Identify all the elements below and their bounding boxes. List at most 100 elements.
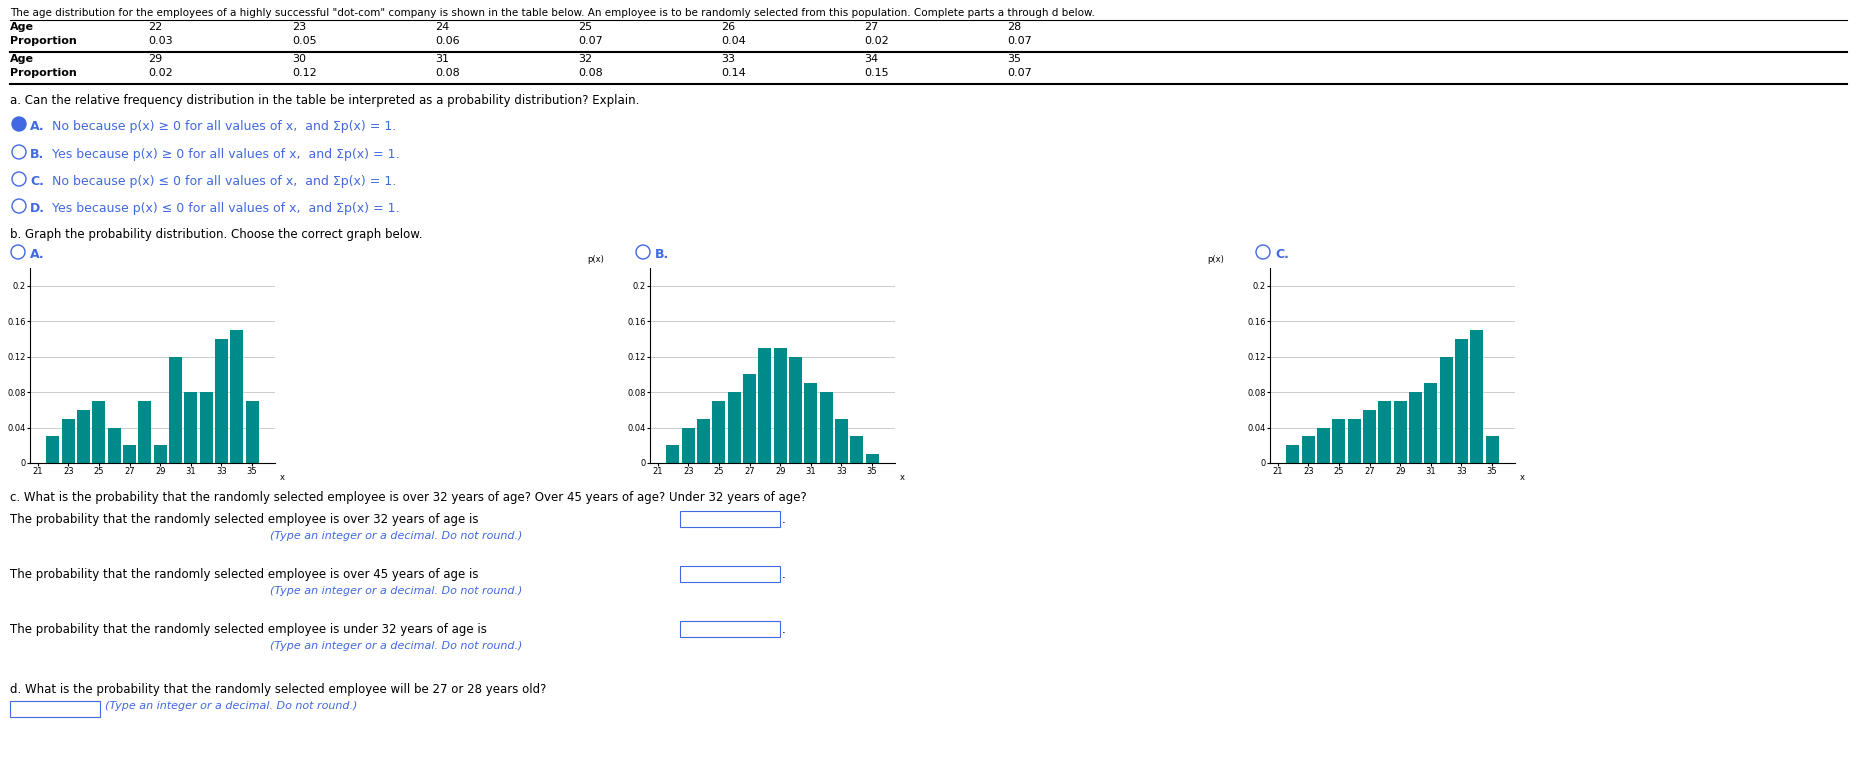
Text: 0.07: 0.07 — [1006, 36, 1032, 46]
Text: c. What is the probability that the randomly selected employee is over 32 years : c. What is the probability that the rand… — [9, 491, 806, 504]
Text: 0.07: 0.07 — [578, 36, 604, 46]
Text: .: . — [782, 513, 786, 526]
Text: The probability that the randomly selected employee is over 45 years of age is: The probability that the randomly select… — [9, 568, 479, 581]
Text: 35: 35 — [1006, 54, 1021, 64]
Text: A.: A. — [30, 248, 45, 261]
Bar — [728, 392, 741, 463]
Bar — [108, 428, 121, 463]
Text: Yes because p(x) ≤ 0 for all values of x,  and Σp(x) = 1.: Yes because p(x) ≤ 0 for all values of x… — [48, 202, 399, 215]
Text: 0.03: 0.03 — [149, 36, 173, 46]
Text: (Type an integer or a decimal. Do not round.): (Type an integer or a decimal. Do not ro… — [269, 586, 522, 596]
Bar — [819, 392, 832, 463]
Text: d. What is the probability that the randomly selected employee will be 27 or 28 : d. What is the probability that the rand… — [9, 683, 546, 696]
Bar — [1302, 436, 1315, 463]
Bar — [865, 454, 878, 463]
Text: B.: B. — [656, 248, 669, 261]
Text: 0.14: 0.14 — [721, 68, 747, 78]
Text: Age: Age — [9, 54, 33, 64]
Text: .: . — [782, 568, 786, 581]
Text: 28: 28 — [1006, 22, 1021, 32]
Bar — [1471, 330, 1484, 463]
Text: C.: C. — [1276, 248, 1289, 261]
Bar — [1393, 401, 1406, 463]
Text: a. Can the relative frequency distribution in the table be interpreted as a prob: a. Can the relative frequency distributi… — [9, 94, 639, 107]
Bar — [61, 418, 74, 463]
Bar — [78, 410, 91, 463]
Bar — [713, 401, 726, 463]
Bar — [1317, 428, 1330, 463]
Bar — [46, 436, 59, 463]
Bar — [743, 374, 756, 463]
Text: 22: 22 — [149, 22, 162, 32]
Bar — [774, 348, 787, 463]
Text: 29: 29 — [149, 54, 162, 64]
Text: 0.05: 0.05 — [292, 36, 318, 46]
Bar — [215, 339, 228, 463]
Bar — [184, 392, 197, 463]
Text: Age: Age — [9, 22, 33, 32]
Text: Yes because p(x) ≥ 0 for all values of x,  and Σp(x) = 1.: Yes because p(x) ≥ 0 for all values of x… — [48, 148, 399, 161]
Text: The probability that the randomly selected employee is over 32 years of age is: The probability that the randomly select… — [9, 513, 479, 526]
Bar — [667, 445, 680, 463]
Text: 0.07: 0.07 — [1006, 68, 1032, 78]
Bar — [230, 330, 243, 463]
Text: 0.08: 0.08 — [578, 68, 604, 78]
Bar — [1333, 418, 1346, 463]
Bar — [1409, 392, 1422, 463]
Text: 32: 32 — [578, 54, 592, 64]
Bar — [1363, 410, 1376, 463]
Bar — [123, 445, 136, 463]
Text: 0.15: 0.15 — [864, 68, 890, 78]
Bar — [680, 621, 780, 637]
Text: 0.08: 0.08 — [435, 68, 461, 78]
Text: The age distribution for the employees of a highly successful "dot-com" company : The age distribution for the employees o… — [9, 8, 1096, 18]
Text: The probability that the randomly selected employee is under 32 years of age is: The probability that the randomly select… — [9, 623, 487, 636]
Text: 0.02: 0.02 — [149, 68, 173, 78]
Bar — [1486, 436, 1499, 463]
Text: A.: A. — [30, 120, 45, 133]
Bar — [836, 418, 849, 463]
Bar — [680, 566, 780, 582]
Text: Proportion: Proportion — [9, 36, 76, 46]
Text: 0.04: 0.04 — [721, 36, 747, 46]
Bar — [682, 428, 695, 463]
Text: No because p(x) ≤ 0 for all values of x,  and Σp(x) = 1.: No because p(x) ≤ 0 for all values of x,… — [48, 175, 396, 188]
Bar — [1424, 383, 1437, 463]
Bar — [851, 436, 864, 463]
Text: 34: 34 — [864, 54, 878, 64]
Text: B.: B. — [30, 148, 45, 161]
Text: 31: 31 — [435, 54, 449, 64]
Bar — [1287, 445, 1300, 463]
Text: 0.06: 0.06 — [435, 36, 461, 46]
Bar — [789, 356, 802, 463]
Text: Proportion: Proportion — [9, 68, 76, 78]
Text: (Type an integer or a decimal. Do not round.): (Type an integer or a decimal. Do not ro… — [269, 641, 522, 651]
Bar — [154, 445, 167, 463]
Bar — [1454, 339, 1467, 463]
Bar — [1439, 356, 1452, 463]
Text: 23: 23 — [292, 22, 306, 32]
Text: 24: 24 — [435, 22, 449, 32]
Bar — [93, 401, 106, 463]
Text: 25: 25 — [578, 22, 592, 32]
Bar — [245, 401, 258, 463]
Text: 30: 30 — [292, 54, 306, 64]
Bar — [137, 401, 152, 463]
Text: No because p(x) ≥ 0 for all values of x,  and Σp(x) = 1.: No because p(x) ≥ 0 for all values of x,… — [48, 120, 396, 133]
X-axis label: x: x — [1519, 473, 1525, 482]
Text: 33: 33 — [721, 54, 735, 64]
Text: (Type an integer or a decimal. Do not round.): (Type an integer or a decimal. Do not ro… — [269, 531, 522, 541]
Bar — [758, 348, 771, 463]
Bar — [1348, 418, 1361, 463]
Bar — [680, 511, 780, 527]
Circle shape — [11, 117, 26, 131]
Bar — [9, 701, 100, 717]
Text: D.: D. — [30, 202, 45, 215]
Text: C.: C. — [30, 175, 45, 188]
Y-axis label: p(x): p(x) — [1207, 255, 1224, 264]
Bar — [199, 392, 212, 463]
Bar — [804, 383, 817, 463]
Y-axis label: p(x): p(x) — [587, 255, 605, 264]
Text: (Type an integer or a decimal. Do not round.): (Type an integer or a decimal. Do not ro… — [106, 701, 357, 711]
X-axis label: x: x — [901, 473, 904, 482]
